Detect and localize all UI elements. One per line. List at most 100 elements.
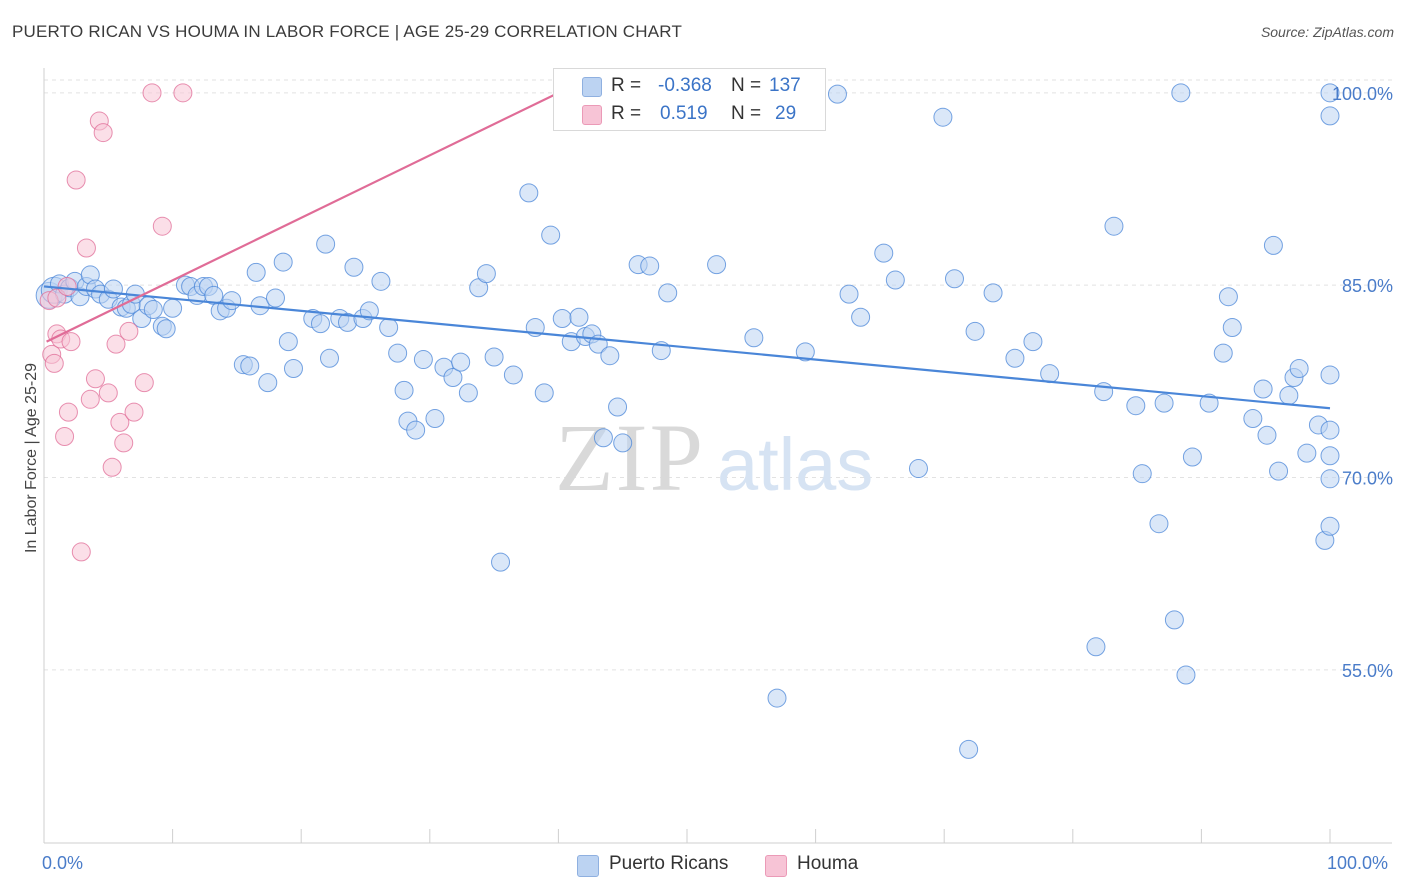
- houma-point: [85, 369, 105, 389]
- puerto-rican-point: [874, 243, 894, 263]
- puerto-rican-point: [1320, 83, 1340, 103]
- puerto-rican-point: [156, 319, 176, 339]
- y-tick-label: 70.0%: [1342, 469, 1393, 489]
- puerto-rican-point: [744, 328, 764, 348]
- puerto-rican-point: [613, 433, 633, 453]
- puerto-rican-point: [394, 380, 414, 400]
- legend-swatch-blue: [582, 77, 602, 97]
- puerto-rican-point: [1023, 332, 1043, 352]
- puerto-rican-point: [959, 739, 979, 759]
- puerto-rican-point: [593, 428, 613, 448]
- puerto-rican-point: [1320, 365, 1340, 385]
- legend-row-puerto-ricans: R = -0.368 N = 137: [554, 72, 825, 100]
- y-tick-label: 55.0%: [1342, 661, 1393, 681]
- houma-point: [134, 373, 154, 393]
- puerto-rican-point: [1257, 425, 1277, 445]
- puerto-rican-point: [278, 332, 298, 352]
- puerto-rican-point: [965, 321, 985, 341]
- puerto-rican-point: [1126, 396, 1146, 416]
- puerto-rican-point: [1218, 287, 1238, 307]
- puerto-rican-point: [103, 279, 123, 299]
- legend-swatch-houma: [765, 855, 787, 877]
- houma-trend-line: [46, 91, 559, 343]
- puerto-rican-point: [1297, 443, 1317, 463]
- houma-point: [124, 402, 144, 422]
- houma-point: [76, 238, 96, 258]
- puerto-rican-point: [933, 107, 953, 127]
- houma-point: [98, 383, 118, 403]
- puerto-rican-point: [491, 552, 511, 572]
- puerto-rican-point: [1320, 469, 1340, 489]
- puerto-rican-point: [569, 307, 589, 327]
- puerto-rican-point: [344, 257, 364, 277]
- puerto-rican-point: [406, 420, 426, 440]
- trend-lines: [43, 91, 1331, 410]
- puerto-rican-point: [273, 252, 293, 272]
- puerto-rican-point: [1243, 409, 1263, 429]
- puerto-rican-point: [1279, 385, 1299, 405]
- puerto-rican-point: [319, 348, 339, 368]
- puerto-rican-point: [359, 301, 379, 321]
- legend-swatch-puerto-ricans: [577, 855, 599, 877]
- legend-n-value: 29: [775, 103, 797, 124]
- puerto-rican-point: [983, 283, 1003, 303]
- puerto-rican-point: [458, 383, 478, 403]
- puerto-rican-point: [451, 352, 471, 372]
- puerto-rican-point: [1222, 317, 1242, 337]
- houma-point: [106, 334, 126, 354]
- watermark-zip: ZIP: [555, 404, 705, 511]
- puerto-rican-point: [1086, 637, 1106, 657]
- puerto-rican-point: [388, 343, 408, 363]
- puerto-rican-point: [316, 234, 336, 254]
- houma-point: [71, 542, 91, 562]
- puerto-rican-point: [885, 270, 905, 290]
- legend-label-houma: Houma: [797, 853, 859, 874]
- watermark-atlas: atlas: [717, 423, 873, 506]
- houma-point: [61, 332, 81, 352]
- puerto-rican-point: [608, 397, 628, 417]
- puerto-rican-point: [640, 256, 660, 276]
- puerto-rican-point: [1164, 610, 1184, 630]
- puerto-rican-point: [1213, 343, 1233, 363]
- puerto-rican-point: [246, 262, 266, 282]
- puerto-rican-point: [1199, 393, 1219, 413]
- puerto-rican-point: [443, 368, 463, 388]
- puerto-ricans-trend-line: [43, 285, 1331, 410]
- puerto-rican-point: [944, 269, 964, 289]
- houma-point: [142, 83, 162, 103]
- houma-point: [66, 170, 86, 190]
- puerto-rican-point: [163, 298, 183, 318]
- axes: [43, 68, 1392, 844]
- puerto-rican-point: [1289, 359, 1309, 379]
- puerto-rican-point: [552, 309, 572, 329]
- legend-row-houma: R = 0.519 N = 29: [554, 100, 825, 128]
- puerto-rican-point: [827, 84, 847, 104]
- legend-n-label: N =: [731, 75, 762, 96]
- puerto-rican-point: [1176, 665, 1196, 685]
- puerto-rican-point: [240, 356, 260, 376]
- houma-point: [173, 83, 193, 103]
- puerto-rican-point: [1263, 235, 1283, 255]
- puerto-rican-point: [1269, 461, 1289, 481]
- y-tick-label: 85.0%: [1342, 276, 1393, 296]
- puerto-rican-point: [839, 284, 859, 304]
- puerto-rican-point: [1320, 516, 1340, 536]
- puerto-rican-point: [795, 342, 815, 362]
- legend-n-label: N =: [731, 103, 762, 124]
- puerto-rican-point: [371, 271, 391, 291]
- puerto-rican-point: [1182, 447, 1202, 467]
- puerto-rican-point: [541, 225, 561, 245]
- legend-r-label: R =: [611, 75, 642, 96]
- puerto-rican-point: [265, 288, 285, 308]
- puerto-rican-point: [1320, 446, 1340, 466]
- houma-point: [57, 276, 77, 296]
- puerto-rican-point: [658, 283, 678, 303]
- stats-legend: R = -0.368 N = 137 R = 0.519 N = 29: [553, 68, 826, 131]
- houma-point: [110, 412, 130, 432]
- puerto-rican-point: [310, 314, 330, 334]
- puerto-rican-point: [1320, 106, 1340, 126]
- houma-point: [114, 433, 134, 453]
- puerto-rican-point: [379, 317, 399, 337]
- legend-r-label: R =: [611, 103, 642, 124]
- puerto-rican-point: [484, 347, 504, 367]
